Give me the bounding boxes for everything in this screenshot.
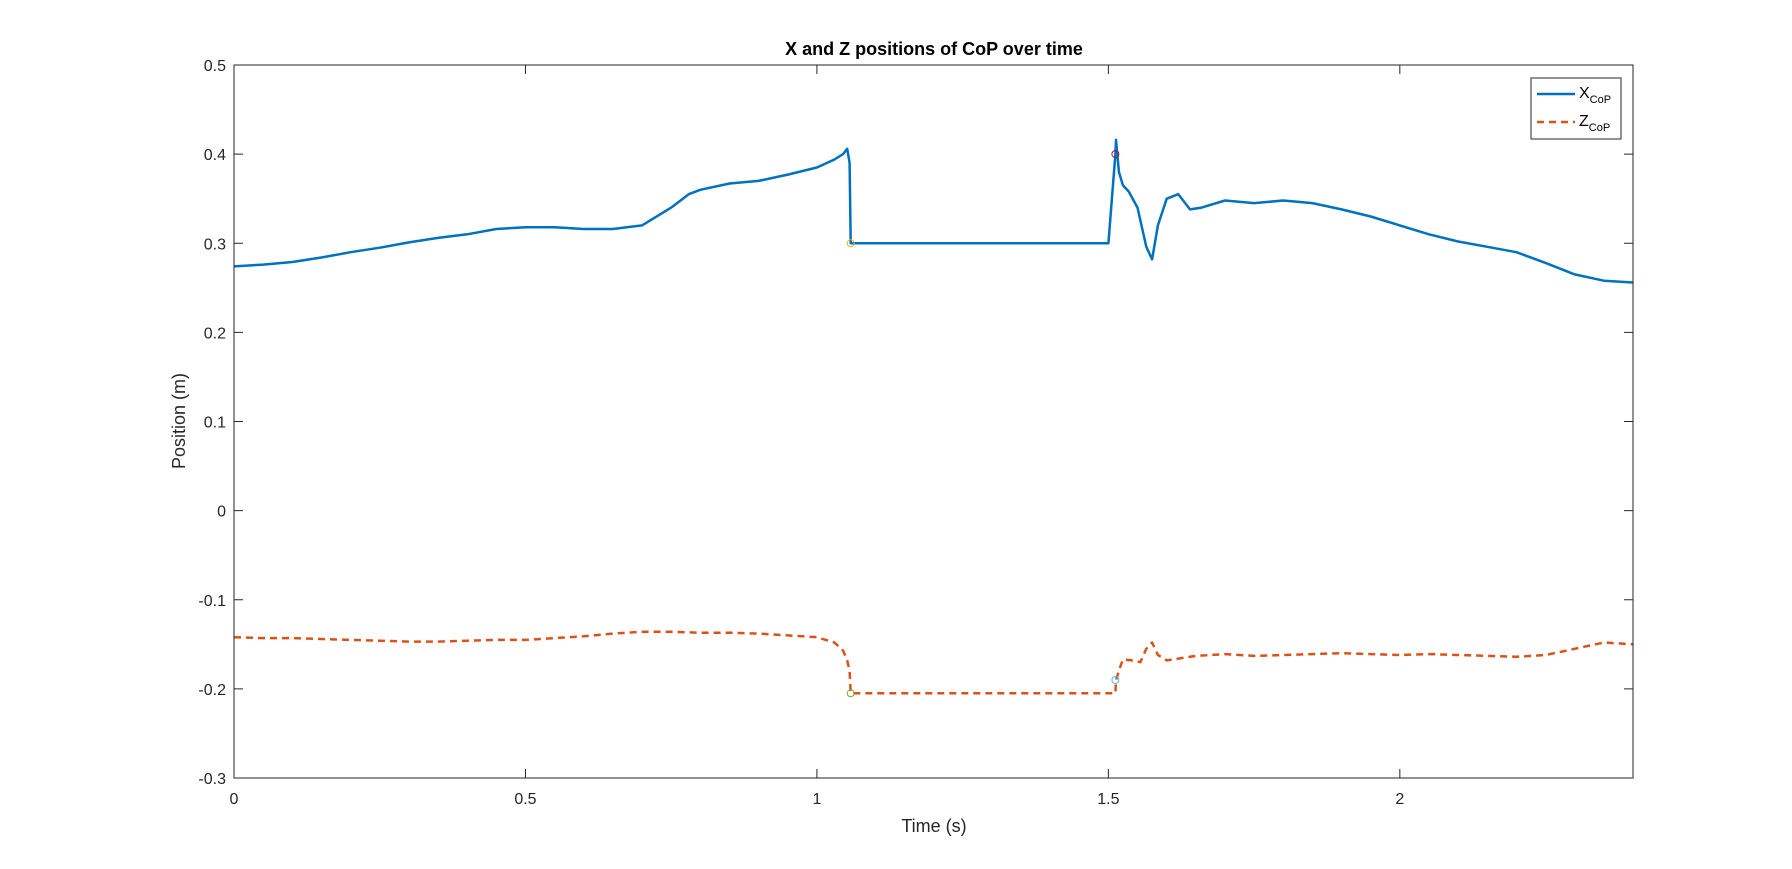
legend-label-z: ZCoP	[1579, 113, 1610, 134]
legend-label-x-main: X	[1579, 85, 1590, 102]
event-marker-2	[1111, 150, 1120, 159]
legend-box	[1530, 77, 1622, 140]
event-marker-3	[846, 689, 855, 698]
y-tick-label: 0.4	[204, 147, 226, 164]
x-tick-label: 2	[1395, 791, 1404, 808]
x-tick-label: 0	[230, 791, 239, 808]
series-line-x	[233, 138, 1634, 284]
y-tick-label: 0.1	[204, 415, 226, 432]
y-tick-label: 0.3	[204, 236, 226, 253]
legend-label-z-sub: CoP	[1589, 122, 1610, 134]
y-tick-label: 0.2	[204, 325, 226, 342]
legend-label-x-sub: CoP	[1590, 94, 1611, 106]
event-marker-1	[846, 239, 855, 248]
chart-title: X and Z positions of CoP over time	[785, 39, 1083, 59]
plot-series	[233, 138, 1634, 695]
plot-background	[234, 65, 1633, 778]
x-tick-label: 1.5	[1097, 791, 1119, 808]
legend: XCoP ZCoP	[1530, 77, 1622, 140]
y-tick-label: -0.2	[198, 682, 226, 699]
plot-markers	[846, 150, 1120, 698]
y-tick-label: 0	[217, 504, 226, 521]
y-tick-label: -0.1	[198, 593, 226, 610]
legend-label-z-main: Z	[1579, 113, 1589, 130]
x-axis: 0 0.5 1 1.5 2	[230, 65, 1404, 808]
x-tick-label: 1	[812, 791, 821, 808]
y-tick-label: 0.5	[204, 58, 226, 75]
y-tick-label: -0.3	[198, 771, 226, 788]
x-tick-label: 0.5	[514, 791, 536, 808]
event-marker-4	[1111, 676, 1120, 684]
y-axis-label: Position (m)	[169, 373, 189, 469]
legend-label-x: XCoP	[1579, 85, 1611, 106]
y-axis: -0.3 -0.2 -0.1 0 0.1 0.2 0.3 0.4 0.5	[198, 58, 1633, 788]
x-axis-label: Time (s)	[901, 816, 966, 836]
